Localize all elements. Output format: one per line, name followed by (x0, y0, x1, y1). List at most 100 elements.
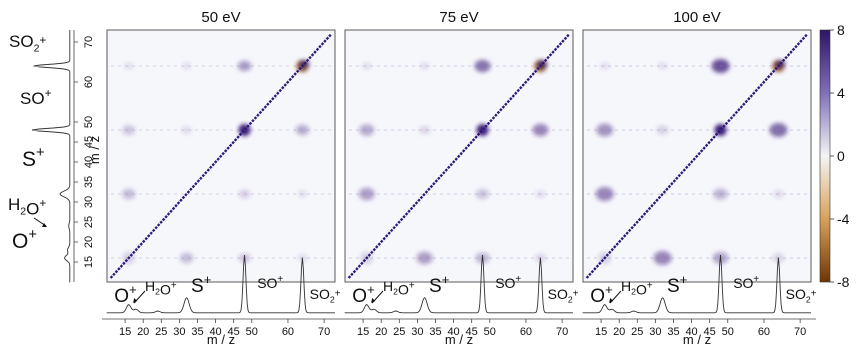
covariance-island (656, 125, 669, 135)
autocorrelation-diagonal (109, 33, 333, 279)
x-tick-label: 15 (595, 326, 607, 338)
panel-title: 50 eV (201, 9, 240, 26)
covariance-island (474, 59, 491, 73)
y-tick-label: 25 (83, 216, 95, 228)
heatmap-frame (582, 29, 812, 283)
ion-label-so: SO+ (733, 274, 759, 291)
covariance-island (179, 252, 194, 264)
x-tick-label: 30 (411, 326, 423, 338)
ion-label-s: S+ (667, 272, 688, 297)
ion-label-o: O+ (590, 282, 613, 307)
x-tick-label: 45 (466, 326, 478, 338)
covariance-island (653, 251, 672, 265)
covariance-island (595, 187, 614, 201)
projected-spectrum: 15 20 25 30 35 40 45 50 60 70 m / z O+ H2O+ S+ SO+ SO2+ (102, 254, 341, 347)
autocorrelation-diagonal (347, 33, 571, 279)
covariance-island (237, 60, 252, 72)
x-tick-label: 25 (631, 326, 643, 338)
covariance-island (657, 62, 668, 70)
y-tick-label: 70 (83, 36, 95, 48)
projected-spectrum: 15 20 25 30 35 40 45 50 60 70 m / z O+ H2O+ S+ SO+ SO2+ (340, 254, 579, 347)
h2o-arrowhead (133, 298, 138, 303)
x-axis-label: m / z (683, 332, 711, 347)
covariance-island (362, 62, 372, 70)
y-tick-label: 15 (83, 256, 95, 268)
left-ion-label-so2: SO2+ (9, 32, 46, 54)
x-tick-label: 40 (685, 326, 697, 338)
covariance-island (769, 123, 788, 137)
ion-label-o: O+ (352, 282, 375, 307)
y-tick-label: 40 (83, 156, 95, 168)
x-tick-label: 60 (282, 326, 294, 338)
colorbar-tick-label: -8 (837, 274, 850, 290)
x-tick-label: 25 (155, 326, 167, 338)
heatmap-panel-1: 15 20 25 30 35 40 45 50 60 70 m / z O+ H2O+ S+ SO+ SO2+ (102, 29, 341, 347)
heatmap-frame (106, 29, 336, 283)
y-tick-label: 35 (83, 176, 95, 188)
covariance-island (295, 124, 310, 136)
colorbar-tick-label: 4 (837, 85, 845, 101)
x-tick-label: 50 (722, 326, 734, 338)
heatmap-panel-3: 15 20 25 30 35 40 45 50 60 70 m / z O+ H2O+ S+ SO+ SO2+ (578, 29, 817, 347)
covariance-island (535, 190, 546, 198)
ion-label-s: S+ (191, 272, 212, 297)
spectrum-trace (106, 254, 335, 314)
covariance-island (419, 125, 431, 135)
covariance-island (600, 62, 610, 70)
x-tick-label: 20 (613, 326, 625, 338)
covariance-island (122, 125, 136, 135)
ion-label-o: O+ (114, 282, 137, 307)
covariance-island (713, 188, 728, 200)
x-tick-label: 70 (556, 326, 568, 338)
projected-spectrum: 15 20 25 30 35 40 45 50 60 70 m / z O+ H2O+ S+ SO+ SO2+ (578, 254, 817, 347)
ion-label-h2o: H2O+ (621, 278, 653, 298)
covariance-islands (121, 60, 310, 264)
covariance-island (182, 62, 191, 70)
covariance-island (711, 59, 730, 73)
x-tick-label: 20 (137, 326, 149, 338)
x-tick-label: 45 (228, 326, 240, 338)
x-tick-label: 30 (173, 326, 185, 338)
x-tick-label: 35 (667, 326, 679, 338)
covariance-island (238, 189, 251, 199)
ion-label-h2o: H2O+ (145, 278, 177, 298)
heatmap-frame (344, 29, 574, 283)
panel-title: 100 eV (673, 9, 721, 26)
x-tick-label: 15 (119, 326, 131, 338)
x-axis-label: m / z (207, 332, 235, 347)
covariance-island (420, 62, 430, 70)
x-tick-label: 25 (393, 326, 405, 338)
x-tick-label: 60 (520, 326, 532, 338)
x-tick-label: 30 (649, 326, 661, 338)
ion-label-s: S+ (429, 272, 450, 297)
covariance-island (124, 62, 134, 70)
left-ion-label-s: S+ (22, 145, 45, 171)
y-tick-label: 30 (83, 196, 95, 208)
left-ion-label-o: O+ (12, 227, 37, 253)
covariance-island (773, 190, 784, 198)
y-tick-label: 20 (83, 236, 95, 248)
covariance-island (358, 187, 375, 201)
y-tick-label: 45 (83, 136, 95, 148)
covariance-island (416, 251, 433, 265)
x-axis-label: m / z (445, 332, 473, 347)
colorbar: 8 4 0 -4 -8 (819, 22, 850, 290)
left-spectrum-trace (31, 30, 71, 283)
h2o-arrowhead (609, 298, 614, 303)
covariance-island (121, 188, 136, 200)
x-tick-label: 50 (484, 326, 496, 338)
ion-label-h2o: H2O+ (383, 278, 415, 298)
panel-title: 75 eV (439, 9, 478, 26)
colorbar-tick-label: 0 (837, 148, 845, 164)
h2o-arrowhead (371, 298, 376, 303)
y-tick-label: 60 (83, 76, 95, 88)
ion-label-so: SO+ (257, 274, 283, 291)
x-tick-label: 60 (758, 326, 770, 338)
left-ion-label-so: SO+ (20, 86, 52, 108)
spectrum-trace (344, 254, 573, 314)
ion-label-so2: SO2+ (548, 286, 579, 305)
y-tick-label: 50 (83, 116, 95, 128)
colorbar-gradient (819, 29, 831, 283)
autocorrelation-diagonal (585, 33, 809, 279)
